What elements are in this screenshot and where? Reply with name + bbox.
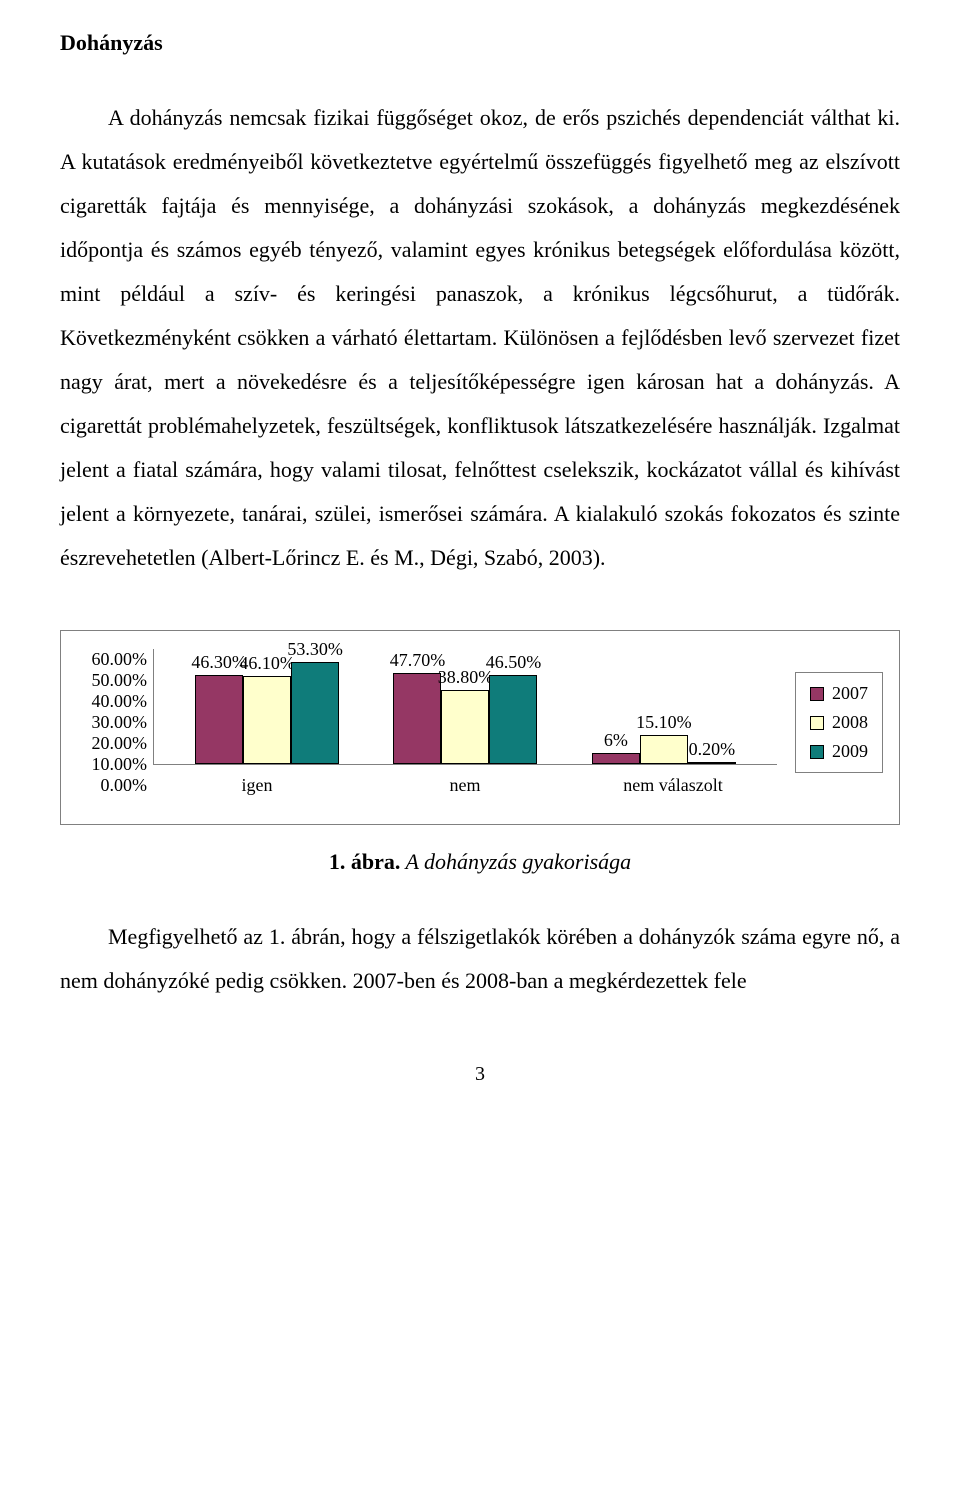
bar-value-label: 46.50% xyxy=(486,652,542,673)
body-paragraph: A dohányzás nemcsak fizikai függőséget o… xyxy=(60,96,900,580)
bar-value-label: 0.20% xyxy=(689,739,736,760)
legend-item: 2009 xyxy=(810,741,868,762)
section-heading: Dohányzás xyxy=(60,30,900,56)
caption-number: 1. ábra. xyxy=(329,849,401,874)
x-label: nem xyxy=(361,775,569,796)
bar: 6% xyxy=(592,753,640,765)
chart-caption: 1. ábra. A dohányzás gyakorisága xyxy=(60,849,900,875)
caption-title: A dohányzás gyakorisága xyxy=(400,849,631,874)
bar: 46.30% xyxy=(195,675,243,764)
legend-item: 2007 xyxy=(810,683,868,704)
bar: 0.20% xyxy=(688,762,736,764)
legend-label: 2008 xyxy=(832,712,868,733)
chart-area: 60.00% 50.00% 40.00% 30.00% 20.00% 10.00… xyxy=(77,649,777,796)
legend-item: 2008 xyxy=(810,712,868,733)
legend-swatch xyxy=(810,687,824,701)
bar: 46.10% xyxy=(243,676,291,764)
legend: 2007 2008 2009 xyxy=(795,672,883,773)
legend-label: 2009 xyxy=(832,741,868,762)
x-label: igen xyxy=(153,775,361,796)
bar-group: 46.30%46.10%53.30% xyxy=(168,649,366,764)
y-axis: 60.00% 50.00% 40.00% 30.00% 20.00% 10.00… xyxy=(77,649,153,796)
y-tick: 50.00% xyxy=(92,670,148,691)
x-label: nem válaszolt xyxy=(569,775,777,796)
y-tick: 40.00% xyxy=(92,691,148,712)
x-axis: igen nem nem válaszolt xyxy=(153,775,777,796)
bar-value-label: 15.10% xyxy=(636,712,692,733)
bar-value-label: 53.30% xyxy=(287,639,343,660)
closing-paragraph: Megfigyelhető az 1. ábrán, hogy a félszi… xyxy=(60,915,900,1003)
bar-group: 47.70%38.80%46.50% xyxy=(366,649,564,764)
y-tick: 0.00% xyxy=(101,775,148,796)
legend-swatch xyxy=(810,745,824,759)
page-number: 3 xyxy=(60,1063,900,1086)
bar: 15.10% xyxy=(640,735,688,764)
y-tick: 60.00% xyxy=(92,649,148,670)
legend-swatch xyxy=(810,716,824,730)
plot-wrap: 46.30%46.10%53.30%47.70%38.80%46.50%6%15… xyxy=(153,649,777,796)
bar-value-label: 6% xyxy=(604,730,628,751)
plot-area: 46.30%46.10%53.30%47.70%38.80%46.50%6%15… xyxy=(153,649,777,765)
smoking-chart: 60.00% 50.00% 40.00% 30.00% 20.00% 10.00… xyxy=(60,630,900,825)
bar: 38.80% xyxy=(441,690,489,764)
closing-text: Megfigyelhető az 1. ábrán, hogy a félszi… xyxy=(60,924,900,993)
bar: 53.30% xyxy=(291,662,339,764)
y-tick: 30.00% xyxy=(92,712,148,733)
bar: 47.70% xyxy=(393,673,441,764)
body-text: A dohányzás nemcsak fizikai függőséget o… xyxy=(60,105,900,570)
page: Dohányzás A dohányzás nemcsak fizikai fü… xyxy=(0,0,960,1126)
legend-label: 2007 xyxy=(832,683,868,704)
y-tick: 10.00% xyxy=(92,754,148,775)
bar-group: 6%15.10%0.20% xyxy=(565,649,763,764)
bar: 46.50% xyxy=(489,675,537,764)
y-tick: 20.00% xyxy=(92,733,148,754)
